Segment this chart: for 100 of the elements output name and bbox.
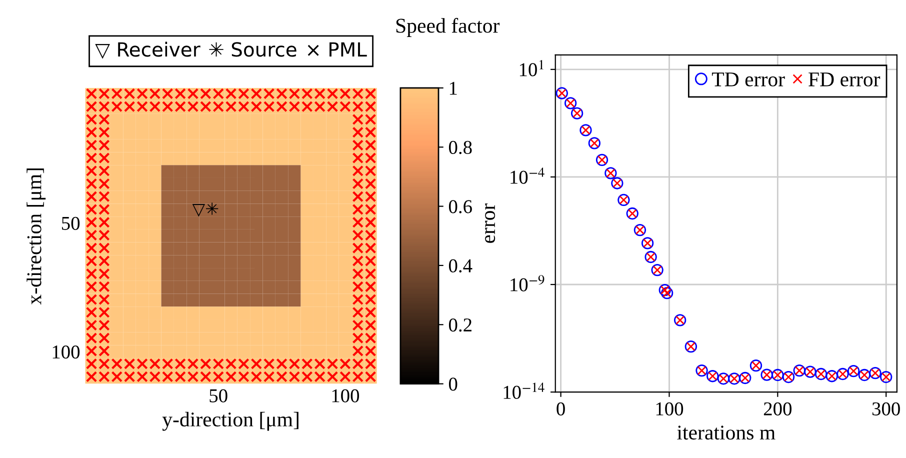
data-label: × [365, 191, 376, 202]
data-label: × [276, 88, 288, 99]
legend-label: TD error [712, 72, 785, 86]
data-label: × [98, 268, 110, 280]
data-label: × [365, 152, 376, 164]
data-label: × [365, 242, 376, 254]
data-label: × [174, 101, 186, 112]
data-label: × [226, 371, 236, 382]
x-tick-label: 300 [872, 402, 900, 416]
data-label: × [98, 126, 110, 138]
data-label: × [226, 101, 236, 112]
data-label: × [276, 358, 288, 370]
data-label: × [352, 178, 364, 190]
data-label: × [352, 307, 364, 318]
data-label: × [174, 88, 186, 99]
data-label: × [352, 230, 364, 240]
data-label: × [352, 166, 364, 176]
data-label: × [365, 294, 376, 305]
data-label: × [352, 140, 364, 150]
data-label: × [86, 152, 97, 164]
data-label: × [98, 242, 110, 254]
color-bar-title: Speed factor [396, 18, 500, 38]
x-axis-title: iterations m [677, 426, 776, 440]
data-label: × [200, 371, 211, 382]
data-label: × [352, 152, 364, 164]
data-label: × [365, 178, 376, 190]
data-label: × [352, 371, 364, 382]
data-label: × [86, 114, 97, 125]
data-label: × [352, 217, 364, 228]
text: ▽ Receiver [95, 42, 200, 59]
x-tick-label: 0 [556, 402, 565, 416]
data-label: × [98, 230, 110, 240]
data-label: × [98, 166, 110, 176]
data-label: × [213, 88, 224, 99]
data-label: × [200, 101, 211, 112]
data-label: × [352, 204, 364, 215]
text: × PML [308, 42, 367, 56]
data-label: × [352, 101, 364, 112]
y-tick-label: 10$^{−4}$ [510, 168, 544, 184]
color-bar-label: 0.2 [448, 318, 472, 332]
data-label: × [86, 268, 97, 280]
data-label: × [352, 114, 364, 125]
data-label: × [98, 294, 110, 305]
data-label: × [136, 371, 148, 382]
data-label: × [340, 371, 350, 382]
color-bar-label: 0.8 [448, 140, 472, 154]
data-label: × [174, 371, 186, 382]
data-label: × [86, 332, 97, 344]
data-label: × [86, 281, 97, 292]
data-label: × [86, 191, 97, 202]
data-label: × [352, 346, 364, 356]
data-label: × [365, 114, 376, 125]
data-label: × [340, 88, 350, 99]
data-label: × [365, 204, 376, 215]
data-label: × [124, 358, 135, 370]
y-tick-label: 10$^{1}$ [520, 60, 544, 76]
data-label: × [112, 88, 122, 99]
data-label: × [200, 88, 211, 99]
data-label: × [200, 358, 211, 370]
data-label: × [188, 88, 198, 99]
data-label: × [352, 268, 364, 280]
text: ✳ Source [209, 42, 296, 57]
data-label: × [124, 371, 135, 382]
data-label: × [327, 358, 338, 370]
x-axis-title: y-direction [μm] [162, 412, 298, 431]
data-label: × [276, 101, 288, 112]
data-label: × [98, 332, 110, 344]
data-label: × [188, 371, 198, 382]
data-label: × [289, 358, 300, 370]
data-label: × [86, 371, 97, 382]
data-label: × [238, 88, 250, 99]
data-label: × [136, 101, 148, 112]
data-label: × [98, 256, 110, 266]
data-label: × [98, 346, 110, 356]
data-label: × [112, 101, 122, 112]
y-axis-title: error [485, 203, 496, 243]
color-bar-label: 0 [448, 378, 458, 391]
data-label: × [188, 101, 198, 112]
data-label: × [86, 140, 97, 150]
data-label: × [314, 88, 326, 99]
legend-label: FD error [808, 72, 880, 86]
data-label: × [365, 346, 376, 356]
data-label: × [365, 307, 376, 318]
data-label: × [98, 191, 110, 202]
data-label: × [352, 256, 364, 266]
data-label: × [98, 358, 110, 370]
data-label: ▽✳ [192, 202, 218, 217]
x-tick-label: 100 [656, 402, 684, 416]
data-label: × [302, 101, 312, 112]
data-label: × [98, 178, 110, 190]
data-label: × [352, 320, 364, 331]
data-label: × [352, 191, 364, 202]
data-label: × [98, 152, 110, 164]
data-label: × [112, 358, 122, 370]
data-label: × [238, 371, 250, 382]
data-label: × [226, 88, 236, 99]
data-label: × [365, 101, 376, 112]
data-label: × [86, 88, 97, 99]
data-label: × [86, 126, 97, 138]
data-label: × [98, 140, 110, 150]
